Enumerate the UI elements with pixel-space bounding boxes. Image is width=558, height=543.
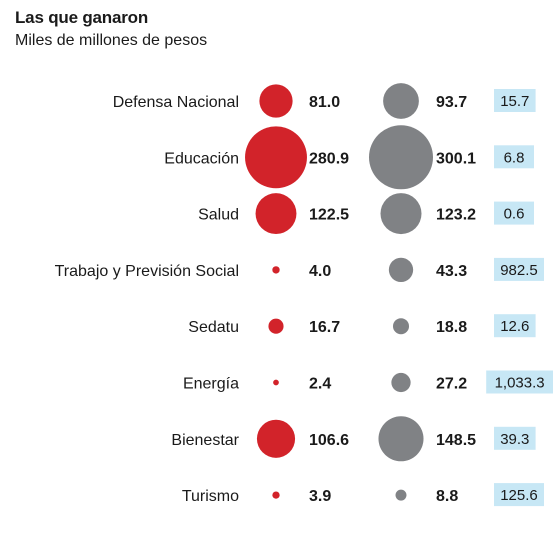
value-label-series-a: 122.5 (309, 207, 349, 224)
bubble-series-b (395, 489, 407, 501)
value-label-series-a: 4.0 (309, 263, 331, 280)
category-label: Salud (198, 207, 239, 224)
change-badge (486, 370, 553, 394)
bubble-series-b (392, 318, 410, 335)
bubble-series-a (272, 266, 280, 274)
change-label: 12.6 (500, 318, 529, 335)
bubble-series-a (255, 193, 297, 235)
bubble-series-a (259, 84, 293, 118)
bubble-series-b (378, 416, 424, 462)
bubble-series-b (388, 257, 414, 283)
change-badge (494, 426, 536, 450)
change-badge (494, 89, 536, 112)
change-badge (494, 483, 544, 507)
value-label-series-a: 280.9 (309, 150, 349, 167)
value-label-series-b: 43.3 (436, 263, 467, 280)
chart-title: Las que ganaron (15, 8, 149, 27)
value-label-series-b: 148.5 (436, 432, 476, 449)
bubble-series-a (272, 491, 280, 499)
category-label: Energía (183, 376, 239, 393)
bubble-series-b (391, 372, 411, 393)
change-badge (494, 314, 536, 338)
value-label-series-a: 2.4 (309, 376, 331, 393)
category-label: Turismo (182, 488, 239, 505)
value-label-series-a: 106.6 (309, 432, 349, 449)
change-label: 982.5 (500, 262, 538, 279)
value-label-series-b: 93.7 (436, 94, 467, 111)
value-label-series-a: 16.7 (309, 319, 340, 336)
bubble-series-a (245, 126, 307, 189)
category-label: Educación (164, 150, 239, 167)
value-label-series-b: 123.2 (436, 207, 476, 224)
bubble-series-a (268, 318, 284, 334)
category-label: Defensa Nacional (113, 94, 239, 111)
bubble-series-b (383, 83, 419, 119)
value-label-series-a: 3.9 (309, 488, 331, 505)
category-label: Bienestar (171, 432, 239, 449)
value-label-series-a: 81.0 (309, 94, 340, 111)
change-badge (494, 201, 534, 225)
chart-subtitle: Miles de millones de pesos (15, 32, 208, 49)
change-label: 6.8 (504, 149, 525, 166)
bubble-series-a (273, 379, 279, 386)
change-badge (494, 257, 544, 281)
value-label-series-b: 18.8 (436, 319, 467, 336)
value-label-series-b: 27.2 (436, 376, 467, 393)
change-label: 1,033.3 (495, 375, 545, 392)
bubble-series-b (380, 193, 422, 235)
change-badge (494, 145, 534, 169)
value-label-series-b: 300.1 (436, 150, 476, 167)
change-label: 39.3 (500, 431, 529, 448)
bubble-series-a (256, 419, 296, 458)
change-label: 0.6 (504, 206, 525, 223)
change-label: 15.7 (500, 93, 529, 110)
category-label: Trabajo y Previsión Social (55, 263, 239, 280)
category-label: Sedatu (188, 319, 239, 336)
change-label: 125.6 (500, 487, 538, 504)
bubble-series-b (369, 125, 433, 190)
value-label-series-b: 8.8 (436, 488, 458, 505)
